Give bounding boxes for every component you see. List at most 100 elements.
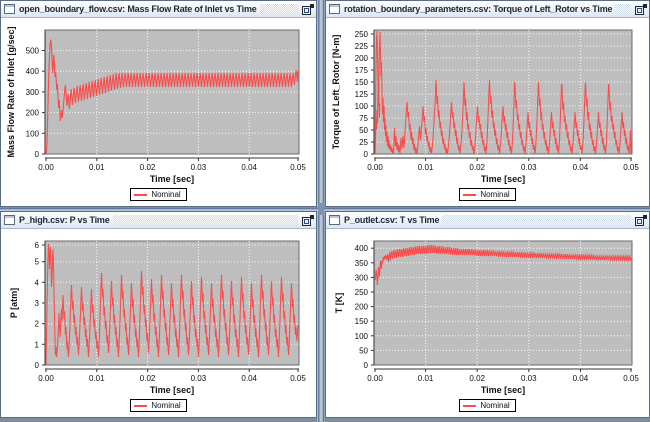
svg-text:25: 25 [359,138,368,147]
chart-panel-t-outlet[interactable]: P_outlet.csv: T vs Time [325,211,650,418]
series-nominal [374,244,632,286]
chart-area-mass-flow-rate[interactable]: 0 100 200 300 400 500 0.00 0.01 0.02 0.0… [1,18,316,205]
legend: Nominal [1,399,316,412]
plot-svg: 0 25 50 75 100 125 150 175 200 225 250 0… [331,29,639,184]
plot-svg: 0 100 200 300 400 500 0.00 0.01 0.02 0.0… [6,26,306,184]
y-tick-labels: 0 1 2 3 4 5 6 [35,241,40,370]
legend: Nominal [1,188,316,201]
svg-text:0.01: 0.01 [89,163,105,172]
svg-text:50: 50 [359,126,368,135]
chart-panel-mass-flow-rate[interactable]: open_boundary_flow.csv: Mass Flow Rate o… [0,0,317,207]
svg-text:150: 150 [355,317,369,326]
svg-text:0.03: 0.03 [521,374,537,383]
panel-title: open_boundary_flow.csv: Mass Flow Rate o… [19,4,257,14]
panel-title: rotation_boundary_parameters.csv: Torque… [344,4,613,14]
legend-box: Nominal [459,399,516,412]
panel-title: P_outlet.csv: T vs Time [344,215,440,225]
svg-text:100: 100 [26,129,40,138]
plot-svg: 0 50 100 150 200 250 300 350 400 0.00 0.… [334,240,639,395]
svg-text:0.00: 0.00 [367,374,383,383]
panel-title: P_high.csv: P vs Time [19,215,110,225]
svg-text:0: 0 [364,361,369,370]
panel-titlebar[interactable]: rotation_boundary_parameters.csv: Torque… [326,1,649,18]
y-axis-label: Mass Flow Rate of Inlet [g/sec] [6,26,16,157]
panel-titlebar[interactable]: open_boundary_flow.csv: Mass Flow Rate o… [1,1,316,18]
titlebar-drag-area[interactable] [259,3,298,15]
svg-text:150: 150 [355,78,369,87]
legend-label: Nominal [151,190,181,199]
legend: Nominal [326,399,649,412]
axis-ticks [42,30,299,161]
x-axis-label: Time [sec] [481,385,525,395]
x-tick-labels: 0.00 0.01 0.02 0.03 0.04 0.05 [38,163,306,172]
horizontal-split-divider[interactable] [0,207,650,211]
svg-text:5: 5 [35,258,40,267]
maximize-restore-icon[interactable] [634,214,647,227]
svg-text:200: 200 [355,54,369,63]
y-tick-labels: 0 100 200 300 400 500 [26,47,40,160]
legend-box: Nominal [459,188,516,201]
svg-text:6: 6 [35,241,40,250]
axis-ticks [371,30,632,161]
svg-text:75: 75 [359,114,368,123]
legend-label: Nominal [480,190,510,199]
svg-text:0.02: 0.02 [140,163,156,172]
plot-svg: 0 1 2 3 4 5 6 0.00 0.01 0.02 0.03 0.04 0… [9,240,306,395]
x-axis-label: Time [sec] [481,174,525,184]
series-nominal [374,31,632,154]
x-tick-labels: 0.00 0.01 0.02 0.03 0.04 0.05 [367,163,639,172]
window-frame-icon [329,215,340,225]
chart-area-torque-left-rotor[interactable]: 0 25 50 75 100 125 150 175 200 225 250 0… [326,18,649,205]
titlebar-drag-area[interactable] [442,214,631,226]
chart-area-p-high[interactable]: 0 1 2 3 4 5 6 0.00 0.01 0.02 0.03 0.04 0… [1,229,316,416]
svg-text:1: 1 [35,340,40,349]
svg-text:0.00: 0.00 [38,374,54,383]
panel-titlebar[interactable]: P_outlet.csv: T vs Time [326,212,649,229]
maximize-restore-icon[interactable] [301,214,314,227]
svg-text:0.03: 0.03 [521,163,537,172]
legend-line-swatch [463,193,477,196]
chart-area-t-outlet[interactable]: 0 50 100 150 200 250 300 350 400 0.00 0.… [326,229,649,416]
x-axis-label: Time [sec] [150,385,194,395]
x-tick-labels: 0.00 0.01 0.02 0.03 0.04 0.05 [38,374,306,383]
svg-text:175: 175 [355,66,369,75]
svg-text:0: 0 [35,361,40,370]
svg-text:0.02: 0.02 [469,163,485,172]
svg-text:250: 250 [355,30,369,39]
svg-text:0.04: 0.04 [241,163,257,172]
svg-text:200: 200 [355,303,369,312]
legend: Nominal [326,188,649,201]
legend-label: Nominal [151,401,181,410]
chart-panel-p-high[interactable]: P_high.csv: P vs Time [0,211,317,418]
svg-text:0.01: 0.01 [89,374,105,383]
svg-text:0.04: 0.04 [573,374,589,383]
titlebar-drag-area[interactable] [615,3,631,15]
plot-background [373,29,633,155]
window-frame-icon [329,4,340,14]
svg-text:500: 500 [26,47,40,56]
chart-panel-torque-left-rotor[interactable]: rotation_boundary_parameters.csv: Torque… [325,0,650,207]
titlebar-drag-area[interactable] [112,214,298,226]
svg-text:0.03: 0.03 [191,374,207,383]
svg-text:0.05: 0.05 [623,163,639,172]
split-divider-knob[interactable] [318,203,324,215]
plot-background [373,240,633,366]
maximize-restore-icon[interactable] [301,3,314,16]
svg-text:400: 400 [26,67,40,76]
svg-text:300: 300 [26,88,40,97]
svg-text:0.02: 0.02 [469,374,485,383]
panel-titlebar[interactable]: P_high.csv: P vs Time [1,212,316,229]
window-frame-icon [4,215,15,225]
svg-text:0.04: 0.04 [241,374,257,383]
svg-text:0.05: 0.05 [290,374,306,383]
svg-text:0: 0 [364,150,369,159]
svg-text:250: 250 [355,288,369,297]
svg-text:0.01: 0.01 [418,374,434,383]
svg-text:300: 300 [355,273,369,282]
svg-text:3: 3 [35,299,40,308]
svg-text:100: 100 [355,102,369,111]
maximize-restore-icon[interactable] [634,3,647,16]
svg-text:0: 0 [35,150,40,159]
svg-text:225: 225 [355,42,369,51]
